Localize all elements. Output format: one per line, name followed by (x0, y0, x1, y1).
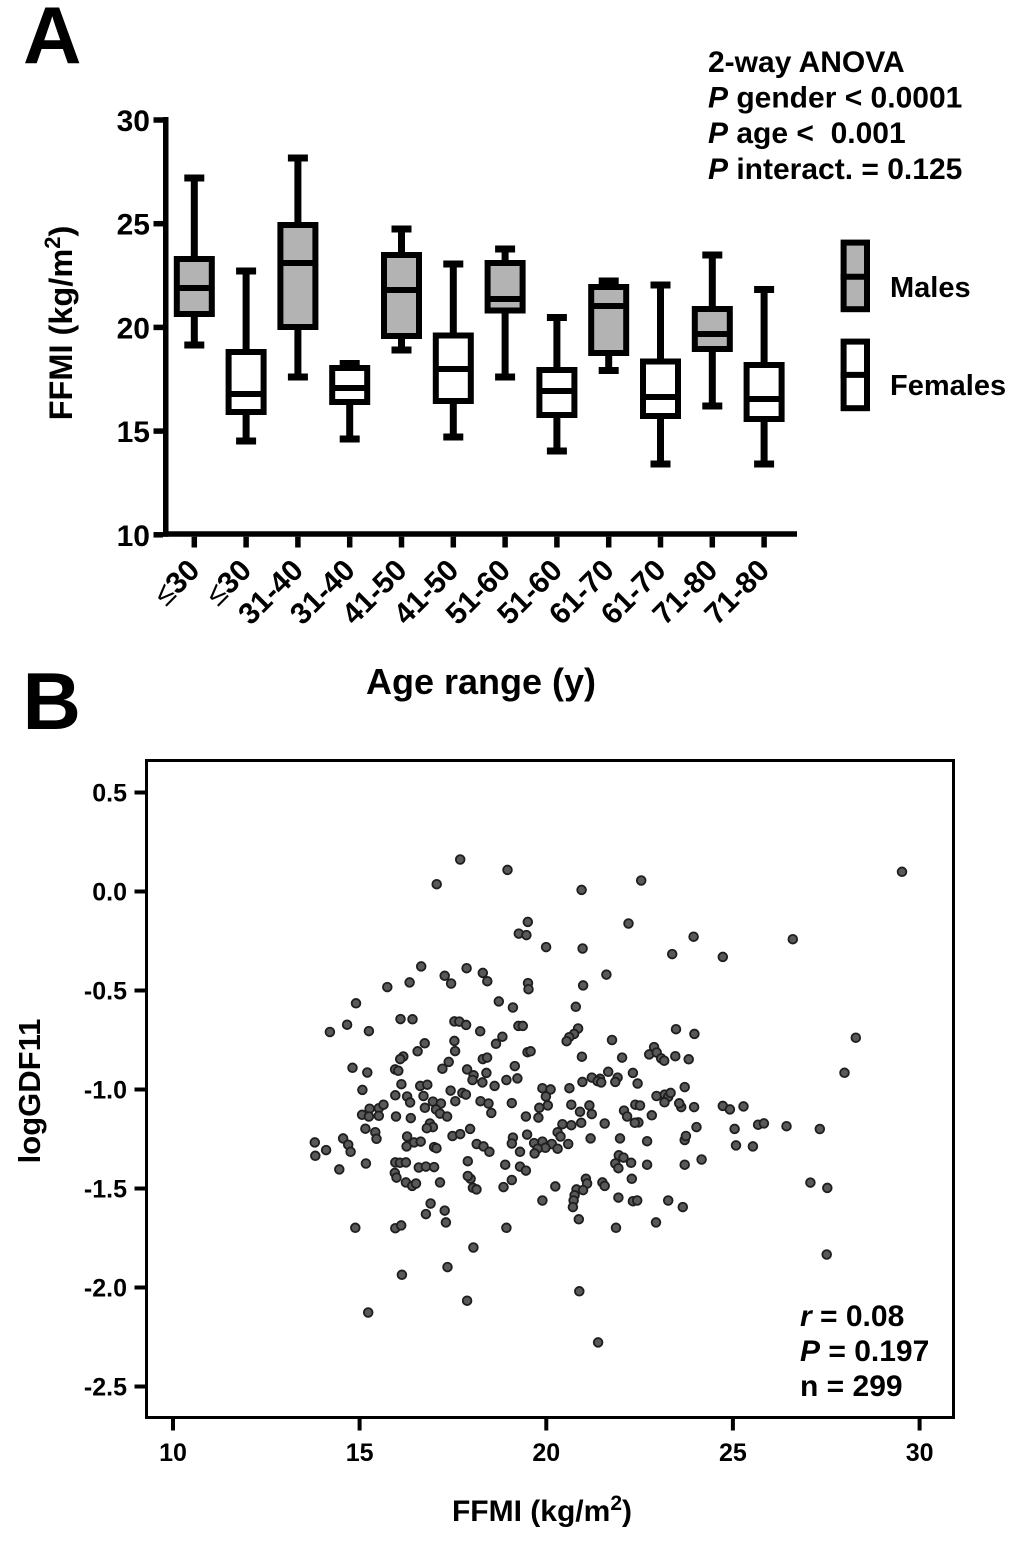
svg-text:30: 30 (906, 1439, 934, 1467)
svg-text:FFMI (kg/m2): FFMI (kg/m2) (40, 226, 79, 421)
svg-text:n = 299: n = 299 (800, 1370, 903, 1403)
svg-text:P interact. = 0.125: P interact. = 0.125 (708, 153, 962, 186)
svg-text:0.0: 0.0 (92, 879, 127, 907)
svg-text:-1.0: -1.0 (84, 1077, 127, 1105)
svg-text:P gender < 0.0001: P gender < 0.0001 (708, 82, 962, 115)
svg-text:25: 25 (117, 209, 150, 242)
svg-text:P age < 0.001: P age < 0.001 (708, 117, 906, 150)
svg-text:P = 0.197: P = 0.197 (800, 1335, 929, 1368)
svg-text:10: 10 (117, 520, 150, 553)
svg-text:-2.0: -2.0 (84, 1275, 127, 1303)
svg-text:0.5: 0.5 (92, 780, 127, 808)
svg-text:20: 20 (117, 312, 150, 345)
svg-text:30: 30 (117, 105, 150, 138)
svg-text:20: 20 (532, 1439, 560, 1467)
svg-text:-1.5: -1.5 (84, 1176, 127, 1204)
svg-text:-0.5: -0.5 (84, 978, 127, 1006)
svg-text:10: 10 (159, 1439, 187, 1467)
svg-text:2-way ANOVA: 2-way ANOVA (708, 46, 905, 79)
svg-text:A: A (23, 0, 82, 81)
svg-text:Females: Females (890, 370, 1006, 402)
svg-text:Males: Males (890, 272, 971, 304)
svg-text:logGDF11: logGDF11 (12, 1019, 47, 1164)
svg-text:15: 15 (346, 1439, 374, 1467)
svg-text:FFMI (kg/m2): FFMI (kg/m2) (452, 1492, 632, 1528)
svg-text:-2.5: -2.5 (84, 1374, 127, 1402)
svg-text:25: 25 (719, 1439, 747, 1467)
svg-text:15: 15 (117, 416, 150, 449)
svg-text:r = 0.08: r = 0.08 (800, 1300, 904, 1333)
svg-text:Age range (y): Age range (y) (366, 661, 596, 702)
svg-text:B: B (23, 657, 82, 747)
